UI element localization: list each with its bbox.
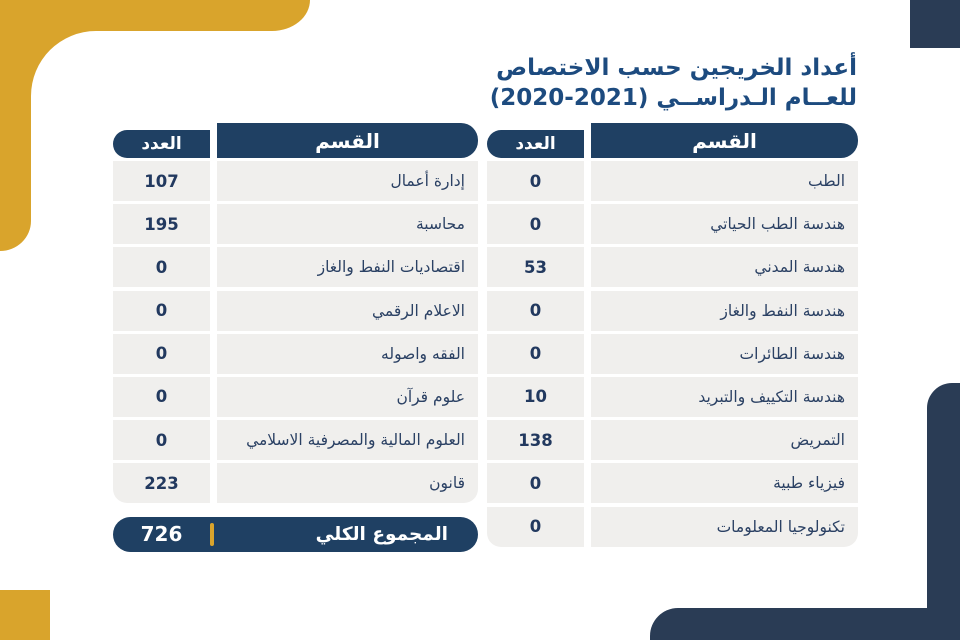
- dept-cell: تكنولوجيا المعلومات: [591, 506, 858, 547]
- dept-cell: إدارة أعمال: [217, 161, 478, 201]
- table-right-header: القسم العدد: [487, 123, 858, 158]
- accent-bar-bottom-right: [650, 608, 960, 640]
- table-row: قانون 223: [113, 463, 478, 504]
- header-dept: القسم: [217, 123, 478, 158]
- table-row: الفقه واصوله 0: [113, 333, 478, 374]
- count-cell: 0: [487, 463, 584, 504]
- count-cell: 0: [487, 161, 584, 201]
- count-cell: 10: [487, 376, 584, 417]
- count-cell: 0: [487, 333, 584, 374]
- table-departments-left: القسم العدد إدارة أعمال 107 محاسبة 195 ا…: [113, 123, 478, 552]
- dept-cell: علوم قرآن: [217, 376, 478, 417]
- table-row: فيزياء طبية 0: [487, 463, 858, 504]
- count-cell: 0: [113, 247, 210, 288]
- title-line-1: أعداد الخريجين حسب الاختصاص: [496, 55, 857, 81]
- title-line-2: للعــام الـدراســي (2021-2020): [489, 85, 857, 111]
- count-cell: 0: [487, 204, 584, 245]
- dept-cell: التمريض: [591, 420, 858, 461]
- count-cell: 0: [113, 290, 210, 331]
- table-row: إدارة أعمال 107: [113, 161, 478, 201]
- table-row: محاسبة 195: [113, 204, 478, 245]
- table-row: اقتصاديات النفط والغاز 0: [113, 247, 478, 288]
- dept-cell: هندسة التكييف والتبريد: [591, 376, 858, 417]
- table-right-body: الطب 0 هندسة الطب الحياتي 0 هندسة المدني…: [487, 161, 858, 547]
- dept-cell: اقتصاديات النفط والغاز: [217, 247, 478, 288]
- table-row: الطب 0: [487, 161, 858, 201]
- count-cell: 0: [113, 333, 210, 374]
- table-row: التمريض 138: [487, 420, 858, 461]
- count-cell: 0: [487, 506, 584, 547]
- count-cell: 138: [487, 420, 584, 461]
- table-row: هندسة الطائرات 0: [487, 333, 858, 374]
- count-cell: 0: [487, 290, 584, 331]
- table-row: الاعلام الرقمي 0: [113, 290, 478, 331]
- corner-accent-top-left: [0, 0, 310, 251]
- accent-block-top-right: [910, 0, 960, 48]
- dept-cell: الطب: [591, 161, 858, 201]
- gold-divider: [210, 522, 214, 546]
- accent-bar-right: [927, 383, 960, 640]
- grand-total-value: 726: [140, 522, 183, 547]
- count-cell: 223: [113, 463, 210, 504]
- grand-total-row: المجموع الكلي 726: [113, 516, 478, 552]
- table-row: تكنولوجيا المعلومات 0: [487, 506, 858, 547]
- table-row: هندسة المدني 53: [487, 247, 858, 288]
- table-row: هندسة الطب الحياتي 0: [487, 204, 858, 245]
- dept-cell: قانون: [217, 463, 478, 504]
- header-dept: القسم: [591, 123, 858, 158]
- table-row: هندسة النفط والغاز 0: [487, 290, 858, 331]
- table-row: العلوم المالية والمصرفية الاسلامي 0: [113, 420, 478, 461]
- page-title: أعداد الخريجين حسب الاختصاص للعــام الـد…: [490, 53, 857, 113]
- grand-total-label: المجموع الكلي: [315, 523, 448, 545]
- dept-cell: هندسة النفط والغاز: [591, 290, 858, 331]
- header-count: العدد: [113, 130, 210, 158]
- count-cell: 107: [113, 161, 210, 201]
- dept-cell: هندسة المدني: [591, 247, 858, 288]
- dept-cell: هندسة الطائرات: [591, 333, 858, 374]
- count-cell: 53: [487, 247, 584, 288]
- dept-cell: فيزياء طبية: [591, 463, 858, 504]
- dept-cell: الاعلام الرقمي: [217, 290, 478, 331]
- table-departments-right: القسم العدد الطب 0 هندسة الطب الحياتي 0 …: [487, 123, 858, 547]
- count-cell: 195: [113, 204, 210, 245]
- dept-cell: الفقه واصوله: [217, 333, 478, 374]
- count-cell: 0: [113, 376, 210, 417]
- table-left-body: إدارة أعمال 107 محاسبة 195 اقتصاديات الن…: [113, 161, 478, 504]
- table-row: علوم قرآن 0: [113, 376, 478, 417]
- header-count: العدد: [487, 130, 584, 158]
- table-left-header: القسم العدد: [113, 123, 478, 158]
- accent-block-bottom-left: [0, 590, 50, 640]
- count-cell: 0: [113, 420, 210, 461]
- dept-cell: هندسة الطب الحياتي: [591, 204, 858, 245]
- dept-cell: العلوم المالية والمصرفية الاسلامي: [217, 420, 478, 461]
- dept-cell: محاسبة: [217, 204, 478, 245]
- table-row: هندسة التكييف والتبريد 10: [487, 376, 858, 417]
